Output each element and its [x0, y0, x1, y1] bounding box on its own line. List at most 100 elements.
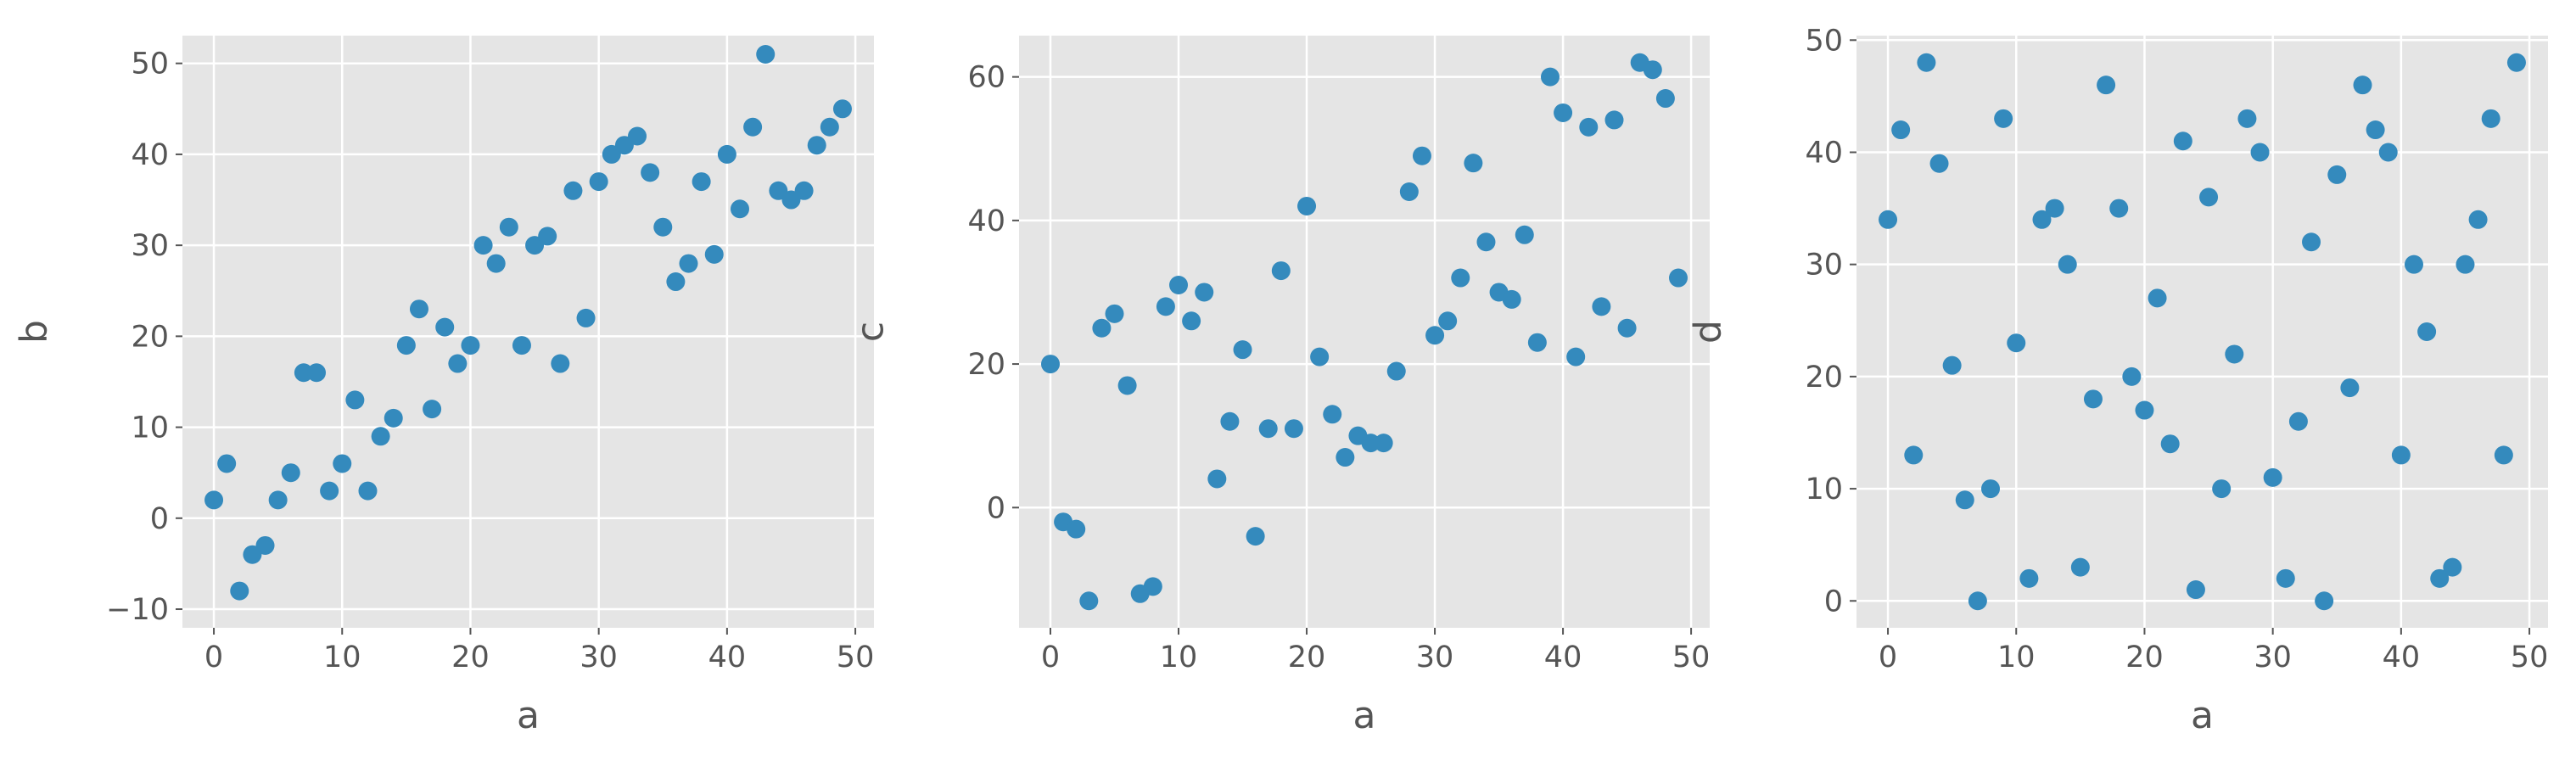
data-point [2070, 557, 2090, 577]
y-tick-label: 40 [967, 204, 1005, 238]
data-point [473, 236, 493, 255]
data-point [2353, 76, 2372, 95]
data-point [589, 172, 608, 192]
data-point [2302, 232, 2321, 252]
data-point [538, 227, 557, 246]
data-point [2468, 210, 2488, 229]
plot-area [1856, 36, 2548, 628]
data-point [333, 454, 352, 473]
data-point [1156, 297, 1175, 316]
data-point [1464, 154, 1483, 173]
x-tick-label: 10 [1997, 641, 2036, 674]
data-point [461, 336, 480, 355]
data-point [1271, 261, 1291, 281]
data-point [1297, 196, 1317, 215]
data-point [1246, 527, 1265, 546]
data-point [756, 44, 776, 64]
data-point [1981, 479, 2001, 499]
data-point [2417, 322, 2437, 341]
y-tick-label: 40 [1805, 136, 1843, 170]
data-point [1566, 347, 1586, 367]
data-point [807, 136, 826, 155]
data-point [1195, 283, 1214, 302]
data-point [1655, 89, 1675, 109]
data-point [2212, 479, 2232, 499]
data-point [1438, 311, 1458, 331]
data-point [2456, 255, 2475, 274]
data-point [832, 99, 852, 119]
data-point [435, 317, 455, 337]
data-point [704, 244, 724, 264]
y-tick-label: 40 [131, 138, 169, 172]
data-point [2032, 210, 2052, 229]
data-point [1207, 469, 1227, 489]
chart-panel-c: 0 10 20 30 40 50 0 20 40 60 a c [849, 36, 1711, 737]
data-point [2237, 109, 2257, 128]
y-axis-label: d [1687, 320, 1730, 344]
data-point [1476, 232, 1496, 252]
data-point [2186, 580, 2205, 600]
data-point [1092, 318, 1112, 338]
data-point [2404, 255, 2423, 274]
y-tick-label: 0 [987, 491, 1005, 525]
data-point [358, 481, 378, 501]
data-point [2276, 568, 2295, 588]
data-point [653, 217, 673, 237]
data-point [230, 581, 249, 601]
data-point [1604, 110, 1624, 130]
data-point [384, 408, 403, 428]
data-point [717, 144, 736, 164]
data-point [2199, 187, 2219, 207]
x-tick-label: 0 [1041, 641, 1060, 674]
data-point [2378, 143, 2398, 162]
data-point [1399, 182, 1419, 202]
data-point [1143, 577, 1162, 596]
x-axis-label: a [1353, 694, 1376, 737]
data-point [2443, 557, 2462, 577]
data-point [743, 117, 763, 137]
x-tick-label: 50 [1672, 641, 1711, 674]
data-point [268, 490, 288, 510]
data-point [2122, 367, 2142, 386]
data-point [2366, 120, 2385, 140]
y-axis-label: b [13, 320, 56, 344]
x-tick-label: 30 [2254, 641, 2292, 674]
data-point [679, 254, 698, 273]
chart-panel-b: 0 10 20 30 40 50 −10 0 10 20 30 40 50 a b [13, 36, 875, 737]
data-point [1041, 355, 1060, 374]
data-point [1361, 434, 1380, 453]
data-point [2288, 411, 2308, 431]
y-tick-label: 50 [1805, 24, 1843, 58]
data-point [2430, 568, 2450, 588]
data-point [1942, 355, 1962, 375]
x-tick-label: 20 [1288, 641, 1326, 674]
y-tick-label: 20 [967, 348, 1005, 382]
y-tick-label: 10 [131, 411, 169, 445]
x-tick-label: 50 [837, 641, 875, 674]
data-point [294, 363, 313, 383]
x-tick-label: 20 [2125, 641, 2164, 674]
data-point [2173, 131, 2192, 151]
x-tick-label: 30 [580, 641, 618, 674]
data-point [2109, 199, 2129, 218]
data-point [396, 336, 416, 355]
x-tick-label: 0 [1879, 641, 1897, 674]
data-point [1527, 333, 1547, 352]
data-point [666, 272, 686, 292]
data-point [2007, 333, 2026, 353]
data-point [1323, 405, 1342, 424]
data-point [1669, 268, 1688, 288]
x-tick-label: 50 [2511, 641, 2549, 674]
data-point [2225, 344, 2244, 364]
y-tick-label: 50 [131, 48, 169, 81]
data-point [2391, 445, 2411, 465]
data-point [1994, 109, 2013, 128]
data-point [1258, 419, 1278, 439]
data-point [1105, 304, 1124, 323]
data-point [1220, 411, 1240, 431]
data-point [628, 126, 647, 146]
y-tick-label: 30 [1805, 249, 1843, 283]
x-axis-label: a [2191, 694, 2214, 737]
x-tick-label: 10 [1160, 641, 1198, 674]
